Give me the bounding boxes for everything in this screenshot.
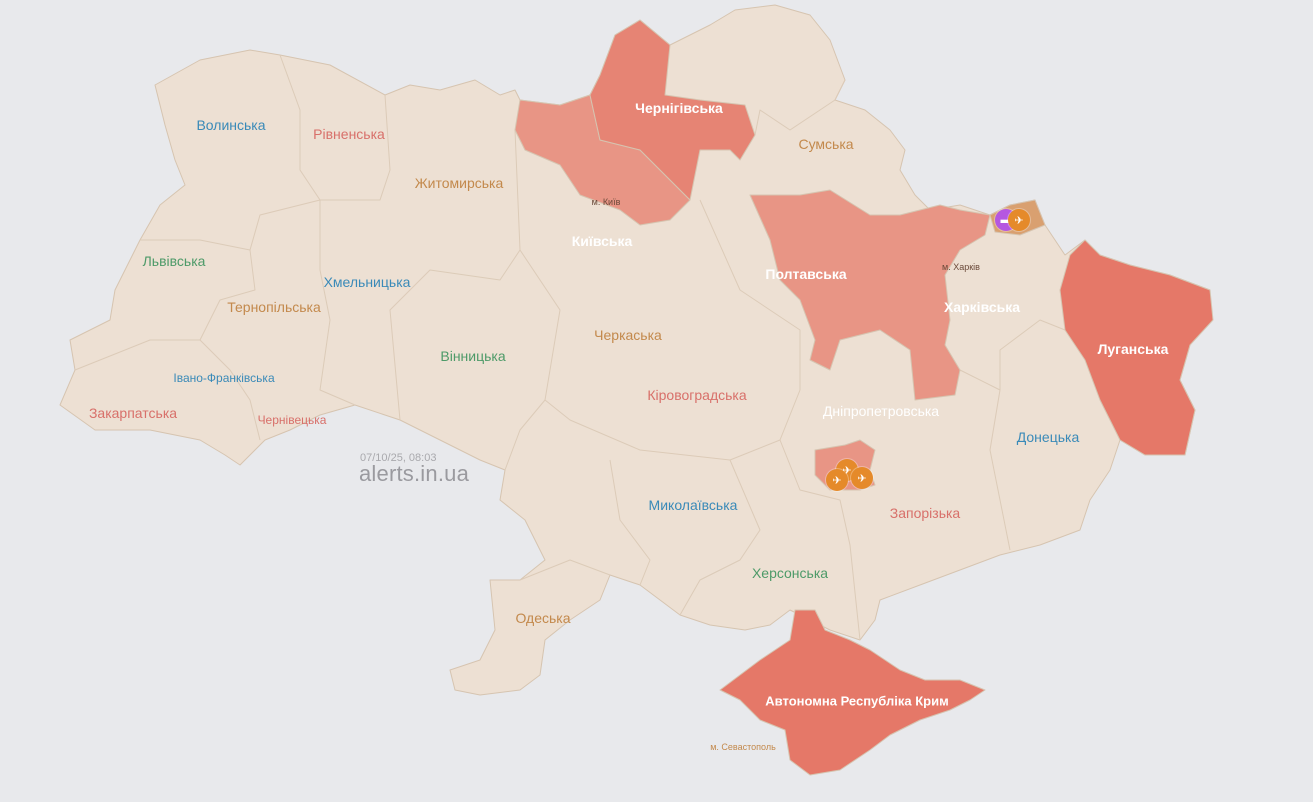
region-label[interactable]: Хмельницька [323,274,411,290]
region-label[interactable]: Миколаївська [648,497,738,513]
region-label[interactable]: Полтавська [765,266,847,282]
region-borders [74,54,1066,641]
region-label[interactable]: Закарпатська [88,405,178,421]
artillery-icon[interactable]: ✈ [851,467,873,489]
region-label[interactable]: Вінницька [440,348,506,364]
region-label[interactable]: Чернігівська [635,100,723,116]
region-label[interactable]: Дніпропетровська [822,403,940,419]
region-label[interactable]: Київська [571,233,633,249]
region-label[interactable]: Одеська [515,610,571,626]
region-label[interactable]: Сумська [798,136,854,152]
region-label[interactable]: Автономна Республіка Крим [765,693,949,709]
region-label[interactable]: Запорізька [889,505,961,521]
region-label[interactable]: Рівненська [313,126,385,142]
region-label[interactable]: Житомирська [414,175,504,191]
region-label[interactable]: Харківська [943,299,1021,315]
region-label[interactable]: Івано-Франківська [173,371,275,385]
region-kyivska-alert [514,94,691,226]
artillery-icon[interactable]: ✈ [826,469,848,491]
timestamp: 07/10/25, 08:03 [360,452,437,464]
region-label[interactable]: Луганська [1097,341,1169,357]
region-poltavska-alert [749,189,991,401]
region-label[interactable]: Черкаська [594,327,662,343]
city-label[interactable]: м. Севастополь [710,742,776,752]
region-label[interactable]: Волинська [196,117,266,133]
region-crimea-alert [719,609,986,776]
ukraine-mainland [59,4,1211,696]
region-chernihivska-alert [589,19,756,201]
region-label[interactable]: Тернопільська [227,299,321,315]
region-label[interactable]: Львівська [142,253,206,269]
city-label[interactable]: м. Харків [942,262,980,272]
region-label[interactable]: Кіровоградська [647,387,747,403]
region-luhanska-alert [1059,239,1214,456]
city-label[interactable]: м. Київ [591,197,621,207]
brand-watermark: alerts.in.ua [359,461,470,486]
artillery-icon[interactable]: ✈ [1008,209,1030,231]
region-label[interactable]: Донецька [1016,429,1080,445]
region-label[interactable]: Чернівецька [257,413,327,427]
region-label[interactable]: Херсонська [751,565,829,581]
